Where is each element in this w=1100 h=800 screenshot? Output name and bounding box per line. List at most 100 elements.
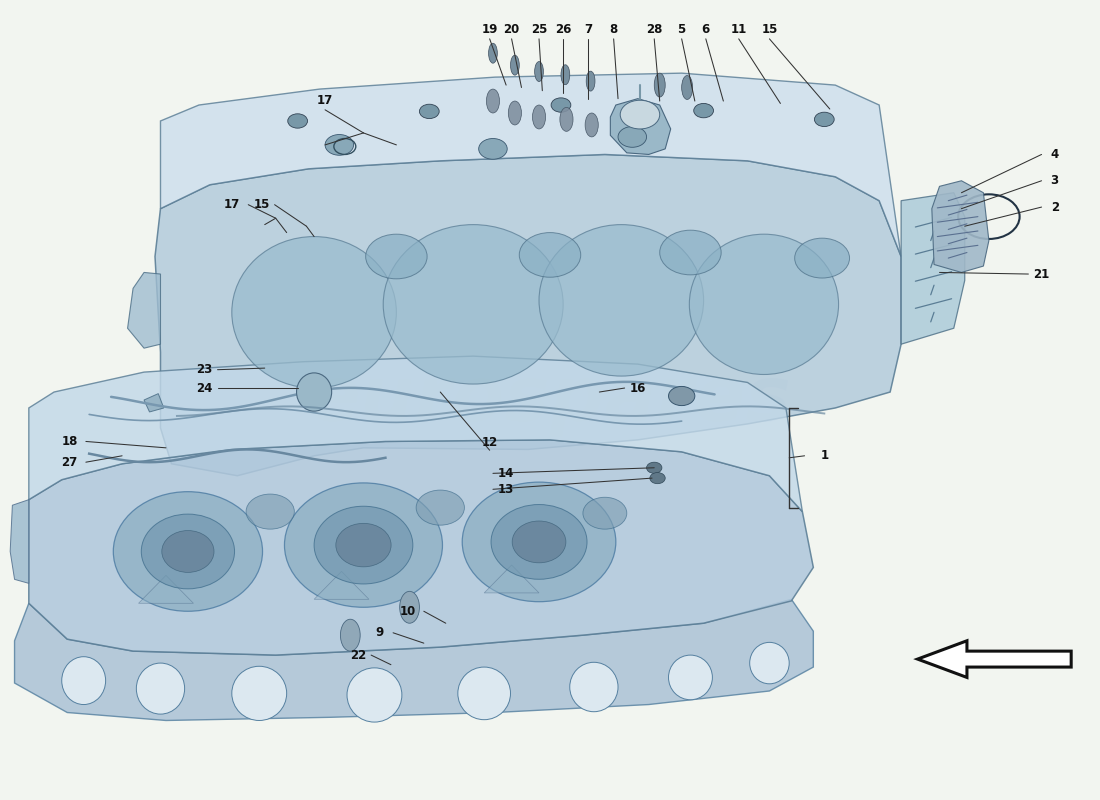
- Ellipse shape: [285, 483, 442, 607]
- Text: 15: 15: [761, 22, 778, 36]
- Polygon shape: [14, 599, 813, 721]
- Text: 9: 9: [376, 626, 384, 639]
- Text: 16: 16: [629, 382, 646, 394]
- Text: 23: 23: [196, 363, 212, 376]
- Ellipse shape: [113, 492, 263, 611]
- Ellipse shape: [586, 71, 595, 91]
- Polygon shape: [901, 193, 965, 344]
- Ellipse shape: [486, 89, 499, 113]
- Ellipse shape: [535, 62, 543, 82]
- Ellipse shape: [340, 619, 360, 651]
- Ellipse shape: [462, 482, 616, 602]
- Ellipse shape: [491, 505, 587, 579]
- Polygon shape: [932, 181, 989, 273]
- Ellipse shape: [532, 105, 546, 129]
- Text: 27: 27: [62, 456, 77, 469]
- Ellipse shape: [336, 523, 392, 567]
- Polygon shape: [144, 394, 164, 412]
- Ellipse shape: [297, 373, 332, 411]
- Ellipse shape: [62, 657, 106, 705]
- Ellipse shape: [458, 667, 510, 720]
- Text: 7: 7: [584, 22, 593, 36]
- Text: 2: 2: [1050, 201, 1059, 214]
- Text: 18: 18: [62, 435, 78, 448]
- Circle shape: [416, 490, 464, 525]
- Ellipse shape: [750, 642, 789, 684]
- Circle shape: [365, 234, 427, 279]
- Text: 21: 21: [1033, 267, 1049, 281]
- Polygon shape: [155, 154, 901, 476]
- Circle shape: [246, 494, 295, 529]
- Ellipse shape: [488, 43, 497, 63]
- Text: 26: 26: [556, 22, 571, 36]
- Ellipse shape: [560, 107, 573, 131]
- Circle shape: [794, 238, 849, 278]
- Polygon shape: [128, 273, 161, 348]
- Text: 3: 3: [1050, 174, 1059, 187]
- Text: 4: 4: [1050, 148, 1059, 161]
- Text: 10: 10: [399, 605, 416, 618]
- Text: 11: 11: [730, 22, 747, 36]
- Ellipse shape: [141, 514, 234, 589]
- Text: 14: 14: [498, 467, 515, 480]
- Ellipse shape: [232, 237, 396, 388]
- Polygon shape: [610, 98, 671, 154]
- Ellipse shape: [690, 234, 838, 374]
- Text: 15: 15: [253, 198, 270, 211]
- Circle shape: [694, 103, 714, 118]
- Text: 22: 22: [350, 649, 366, 662]
- Ellipse shape: [561, 65, 570, 85]
- Ellipse shape: [510, 55, 519, 75]
- Ellipse shape: [346, 668, 402, 722]
- Ellipse shape: [513, 521, 565, 563]
- Ellipse shape: [399, 591, 419, 623]
- Text: 17: 17: [317, 94, 333, 106]
- Circle shape: [583, 498, 627, 529]
- Polygon shape: [917, 641, 1071, 678]
- Ellipse shape: [508, 101, 521, 125]
- Ellipse shape: [315, 506, 412, 584]
- Text: 13: 13: [498, 482, 514, 496]
- Text: 1: 1: [821, 450, 828, 462]
- Ellipse shape: [539, 225, 704, 376]
- Ellipse shape: [136, 663, 185, 714]
- Polygon shape: [10, 500, 29, 583]
- Text: 28: 28: [646, 22, 662, 36]
- Ellipse shape: [669, 655, 713, 700]
- Ellipse shape: [585, 113, 598, 137]
- Text: 24: 24: [196, 382, 212, 394]
- Polygon shape: [484, 565, 539, 593]
- Polygon shape: [29, 440, 813, 655]
- Text: 25: 25: [531, 22, 547, 36]
- Ellipse shape: [654, 73, 666, 97]
- Text: eurospares: eurospares: [309, 363, 791, 437]
- Circle shape: [647, 462, 662, 474]
- Circle shape: [660, 230, 722, 275]
- Text: 19: 19: [482, 22, 498, 36]
- Circle shape: [326, 134, 353, 155]
- Circle shape: [650, 473, 666, 484]
- Circle shape: [814, 112, 834, 126]
- Text: 6: 6: [702, 22, 710, 36]
- Circle shape: [618, 126, 647, 147]
- Text: 8: 8: [609, 22, 618, 36]
- Polygon shape: [161, 73, 901, 257]
- Circle shape: [288, 114, 308, 128]
- Circle shape: [419, 104, 439, 118]
- Circle shape: [669, 386, 695, 406]
- Text: 20: 20: [504, 22, 519, 36]
- Ellipse shape: [162, 530, 214, 572]
- Circle shape: [519, 233, 581, 278]
- Polygon shape: [139, 575, 194, 603]
- Polygon shape: [315, 571, 368, 599]
- Circle shape: [620, 100, 660, 129]
- Circle shape: [551, 98, 571, 112]
- Ellipse shape: [232, 666, 287, 721]
- Ellipse shape: [682, 75, 693, 99]
- Polygon shape: [29, 356, 802, 512]
- Text: 5: 5: [678, 22, 685, 36]
- Ellipse shape: [383, 225, 563, 384]
- Text: 17: 17: [223, 198, 240, 211]
- Text: 12: 12: [482, 436, 498, 449]
- Ellipse shape: [570, 662, 618, 712]
